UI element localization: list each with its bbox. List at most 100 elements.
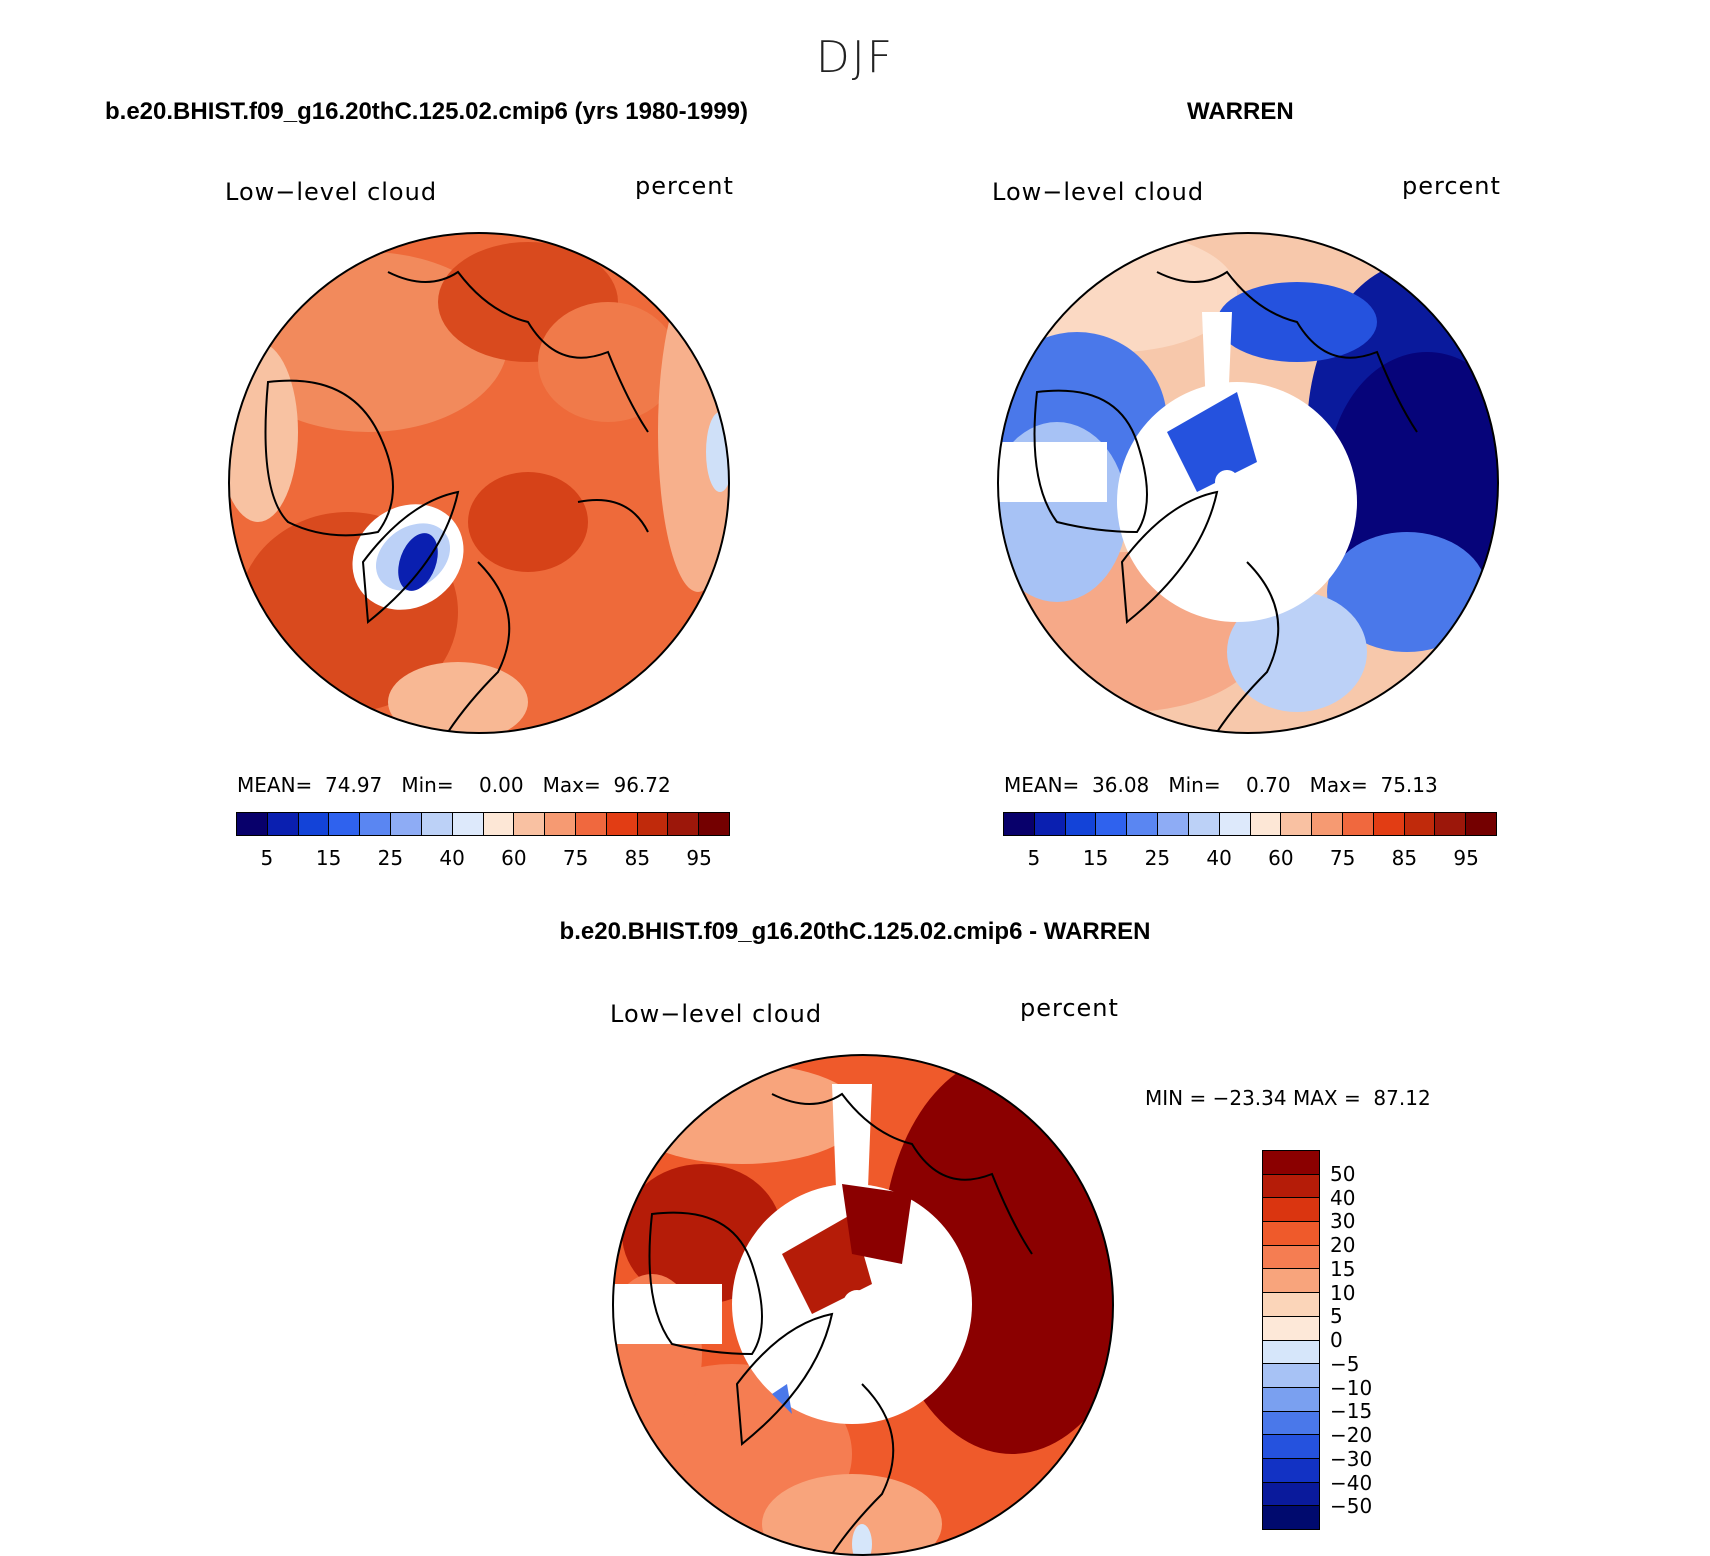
colorbar-tick-label: 75 [1329, 846, 1356, 870]
colorbar-tick-label: −10 [1330, 1375, 1373, 1400]
colorbar-tick-label: 95 [1453, 846, 1479, 870]
season-title: DJF [815, 32, 895, 83]
colorbar-swatch [483, 813, 515, 835]
colorbar-swatch [452, 813, 484, 835]
colorbar-tick-label: 10 [1330, 1280, 1356, 1305]
colorbar-tick-label: −20 [1330, 1423, 1373, 1447]
diff-panel-title: b.e20.BHIST.f09_g16.20thC.125.02.cmip6 -… [559, 918, 1151, 945]
colorbar-swatch [514, 813, 546, 835]
colorbar-swatch [329, 813, 361, 835]
panel1-title: b.e20.BHIST.f09_g16.20thC.125.02.cmip6 (… [105, 98, 749, 125]
colorbar-swatch [1404, 813, 1436, 835]
colorbar-tick-label: 40 [439, 846, 465, 870]
colorbar-tick-label: 25 [1144, 846, 1171, 870]
diff-variable-label: Low−level cloud [610, 1000, 823, 1028]
colorbar-swatch [1263, 1387, 1319, 1412]
colorbar-swatch [1158, 813, 1189, 835]
colorbar-tick-label: 25 [377, 846, 404, 870]
colorbar-swatch [1250, 813, 1282, 835]
colorbar-swatch [1263, 1151, 1319, 1175]
colorbar-swatch [1466, 813, 1496, 835]
colorbar-tick-label: 60 [1268, 846, 1294, 870]
colorbar-tick-label: 15 [1082, 846, 1109, 870]
colorbar-swatch [699, 813, 729, 835]
panel1-colorbar [236, 812, 730, 836]
colorbar-swatch [637, 813, 669, 835]
colorbar-tick-label: 15 [1330, 1256, 1356, 1281]
colorbar-swatch [1127, 813, 1159, 835]
colorbar-tick-label: 95 [686, 846, 712, 870]
colorbar-swatch [1435, 813, 1467, 835]
colorbar-swatch [1004, 813, 1035, 835]
diff-colorbar-ticks: 50 40 30 20 15 10 5 0 −5 −10 −15 −20 −30 −40 −50 [1330, 1150, 1410, 1530]
colorbar-tick-label: 85 [624, 846, 651, 870]
colorbar-swatch [298, 813, 330, 835]
colorbar-tick-label: 30 [1330, 1209, 1356, 1234]
panel2-variable-label: Low−level cloud [992, 178, 1205, 206]
colorbar-swatch [606, 813, 638, 835]
colorbar-swatch [1263, 1506, 1319, 1529]
colorbar-tick-label: −5 [1330, 1351, 1360, 1376]
colorbar-tick-label: −40 [1330, 1470, 1373, 1495]
panel1-variable-label: Low−level cloud [225, 178, 438, 206]
colorbar-tick-label: 0 [1330, 1328, 1343, 1352]
colorbar-tick-label: 5 [1330, 1304, 1343, 1329]
panel2-title: WARREN [1187, 98, 1294, 125]
colorbar-tick-label: 75 [562, 846, 589, 870]
colorbar-swatch [237, 813, 268, 835]
colorbar-swatch [1263, 1222, 1319, 1246]
diff-colorbar [1262, 1150, 1320, 1530]
colorbar-swatch [1096, 813, 1128, 835]
colorbar-tick-label: 5 [1027, 846, 1041, 870]
colorbar-swatch [1188, 813, 1220, 835]
colorbar-swatch [1263, 1364, 1319, 1388]
colorbar-swatch [391, 813, 422, 835]
colorbar-swatch [1342, 813, 1374, 835]
colorbar-tick-label: 15 [315, 846, 342, 870]
panel2-colorbar [1003, 812, 1497, 836]
colorbar-swatch [1263, 1411, 1319, 1436]
colorbar-tick-label: 40 [1206, 846, 1232, 870]
colorbar-swatch [1263, 1269, 1319, 1294]
colorbar-swatch [1034, 813, 1066, 835]
colorbar-tick-label: −15 [1330, 1399, 1373, 1424]
colorbar-tick-label: 40 [1330, 1185, 1356, 1210]
colorbar-tick-label: 60 [501, 846, 527, 870]
diff-units-label: percent [1020, 994, 1119, 1022]
colorbar-tick-label: −50 [1330, 1494, 1373, 1519]
diff-minmax: MIN = −23.34 MAX = 87.12 [1145, 1086, 1431, 1110]
colorbar-swatch [1263, 1482, 1319, 1507]
colorbar-tick-label: 85 [1391, 846, 1418, 870]
panel1-units-label: percent [635, 172, 734, 200]
colorbar-tick-label: 20 [1330, 1233, 1356, 1257]
colorbar-swatch [575, 813, 607, 835]
colorbar-swatch [1263, 1293, 1319, 1317]
colorbar-swatch [545, 813, 576, 835]
diff-polar-map [612, 1054, 1114, 1556]
colorbar-swatch [1263, 1174, 1319, 1199]
colorbar-swatch [360, 813, 392, 835]
colorbar-swatch [668, 813, 700, 835]
panel2-colorbar-ticks: 5 15 25 40 60 75 85 95 [1003, 846, 1497, 870]
colorbar-tick-label: 50 [1330, 1161, 1356, 1186]
panel2-stats: MEAN= 36.08 Min= 0.70 Max= 75.13 [1004, 773, 1438, 797]
colorbar-tick-label: −30 [1330, 1446, 1373, 1471]
colorbar-tick-label: 5 [260, 846, 274, 870]
panel1-stats: MEAN= 74.97 Min= 0.00 Max= 96.72 [237, 773, 671, 797]
colorbar-swatch [1263, 1245, 1319, 1270]
colorbar-swatch [1065, 813, 1097, 835]
colorbar-swatch [1263, 1340, 1319, 1365]
panel1-polar-map [228, 232, 730, 734]
colorbar-swatch [421, 813, 453, 835]
colorbar-swatch [1263, 1458, 1319, 1483]
colorbar-swatch [1312, 813, 1343, 835]
colorbar-swatch [1219, 813, 1251, 835]
panel2-units-label: percent [1402, 172, 1501, 200]
colorbar-swatch [1373, 813, 1405, 835]
panel2-polar-map [997, 232, 1499, 734]
panel1-colorbar-ticks: 5 15 25 40 60 75 85 95 [236, 846, 730, 870]
colorbar-swatch [1263, 1435, 1319, 1459]
colorbar-swatch [1263, 1198, 1319, 1223]
colorbar-swatch [267, 813, 299, 835]
colorbar-swatch [1263, 1316, 1319, 1341]
